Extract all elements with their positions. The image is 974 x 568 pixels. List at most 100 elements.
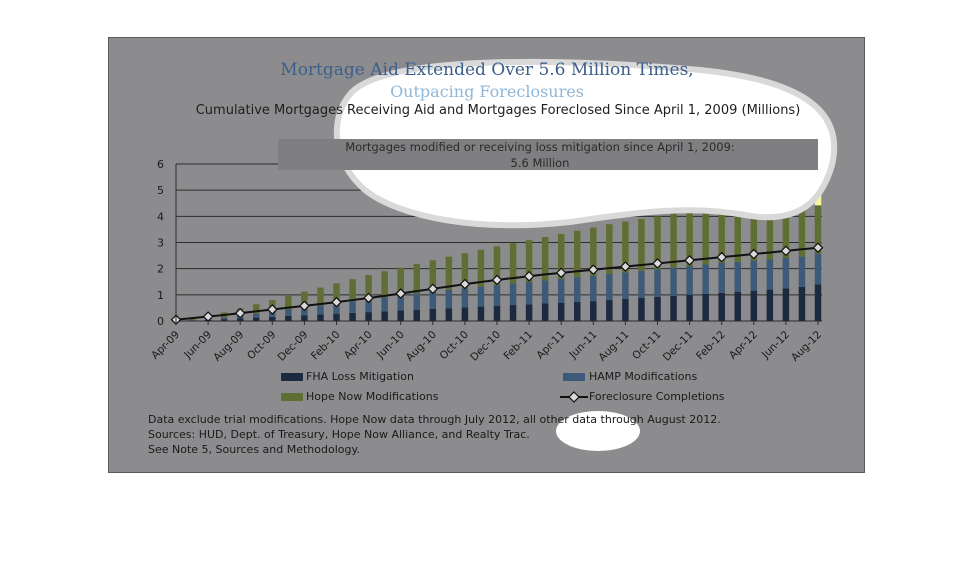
bar-hope-now-modifications	[381, 271, 388, 298]
bar-hope-now-modifications	[397, 267, 404, 296]
legend-swatch-fha	[281, 373, 303, 381]
bar-fha-loss-mitigation	[798, 286, 806, 321]
bar-hamp-modifications	[734, 261, 741, 292]
y-axis: 0 1 2 3 4 5 6	[157, 158, 177, 328]
bar-hamp-modifications	[525, 282, 533, 305]
bar-hamp-modifications	[766, 259, 774, 290]
bar-fha-loss-mitigation	[365, 312, 372, 321]
bar-fha-loss-mitigation	[814, 284, 822, 321]
bar-hamp-modifications	[477, 286, 485, 307]
bar-fha-loss-mitigation	[381, 311, 388, 321]
bar-hamp-modifications	[638, 270, 645, 298]
bar-fha-loss-mitigation	[638, 297, 645, 321]
bar-hamp-modifications	[301, 307, 308, 316]
bar-hope-now-modifications	[445, 256, 453, 290]
bar-hope-now-modifications	[333, 283, 340, 304]
bar-hamp-modifications	[798, 256, 806, 287]
y-tick-label: 4	[157, 210, 164, 223]
bar-fha-loss-mitigation	[333, 313, 340, 321]
bar-fha-loss-mitigation	[509, 305, 517, 321]
note-sources: Sources: HUD, Dept. of Treasury, Hope No…	[148, 428, 530, 441]
bar-hope-now-modifications	[814, 205, 822, 254]
bar-fha-loss-mitigation	[477, 306, 485, 321]
foreclosure-marker	[427, 283, 439, 295]
bar-fha-loss-mitigation	[686, 294, 693, 321]
bar-hamp-modifications	[750, 260, 758, 291]
bar-hope-now-modifications	[349, 279, 356, 302]
bar-hamp-modifications	[702, 264, 709, 294]
bar-hamp-modifications	[413, 293, 420, 310]
bar-fha-loss-mitigation	[734, 291, 741, 321]
foreclosure-marker	[652, 258, 663, 269]
bar-hamp-modifications	[606, 273, 613, 301]
bar-hamp-modifications	[333, 303, 340, 314]
chart-subtitle: Cumulative Mortgages Receiving Aid and M…	[195, 103, 801, 118]
bar-hamp-modifications	[365, 299, 372, 313]
bar-fha-loss-mitigation	[445, 308, 453, 321]
bar-hope-now-modifications	[590, 227, 597, 276]
foreclosure-marker	[234, 307, 246, 319]
legend-swatch-hamp	[563, 373, 585, 381]
foreclosure-marker	[716, 251, 728, 263]
foreclosure-marker	[555, 267, 567, 279]
bar-hope-now-modifications	[477, 249, 485, 287]
bar-fha-loss-mitigation	[236, 318, 244, 321]
foreclosure-marker	[266, 304, 278, 315]
bar-fha-loss-mitigation	[782, 288, 790, 321]
bar-fha-loss-mitigation	[269, 316, 276, 321]
bar-hamp-modifications	[654, 269, 661, 297]
bar-hope-now-modifications	[285, 295, 292, 310]
bar-fha-loss-mitigation	[301, 315, 308, 321]
bar-fha-loss-mitigation	[670, 295, 677, 321]
y-tick-label: 6	[157, 158, 164, 171]
bar-hope-now-modifications	[606, 224, 613, 274]
bar-hamp-modifications	[622, 272, 629, 300]
bar-hope-now-modifications	[750, 208, 758, 261]
bar-hamp-modifications	[574, 277, 581, 302]
foreclosure-marker	[587, 264, 599, 276]
foreclosure-marker	[620, 261, 631, 272]
bar-hamp-modifications	[814, 253, 822, 285]
bar-hope-now-modifications	[253, 304, 260, 314]
bar-hope-now-modifications	[317, 287, 324, 306]
bar-fha-loss-mitigation	[413, 309, 420, 321]
bar-hamp-modifications	[670, 267, 677, 296]
bar-hope-now-modifications	[413, 263, 420, 294]
bar-series	[172, 187, 822, 321]
foreclosure-marker	[491, 274, 503, 286]
bar-fha-loss-mitigation	[606, 300, 613, 321]
bar-hamp-modifications	[718, 262, 725, 293]
bar-hope-now-modifications	[188, 318, 196, 321]
bar-fha-loss-mitigation	[525, 304, 533, 321]
legend-swatch-foreclosure	[560, 391, 588, 403]
bar-hope-now-modifications	[493, 246, 501, 286]
y-tick-label: 3	[157, 237, 164, 250]
bar-fha-loss-mitigation	[590, 301, 597, 321]
bar-hope-now-modifications	[429, 260, 437, 292]
bar-hamp-modifications	[381, 297, 388, 312]
bar-fha-loss-mitigation	[429, 308, 437, 321]
bar-hamp-modifications	[317, 305, 324, 315]
bar-hamp-modifications	[285, 309, 292, 317]
bar-hope-now-modifications	[574, 230, 581, 278]
y-tick-label: 2	[157, 263, 164, 276]
bar-fha-loss-mitigation	[188, 320, 196, 321]
bar-fha-loss-mitigation	[702, 293, 709, 321]
bar-hope-now-modifications	[557, 233, 565, 279]
note-data-exclude: Data exclude trial modifications. Hope N…	[148, 413, 721, 426]
bar-hamp-modifications	[253, 313, 260, 318]
foreclosure-marker	[523, 270, 535, 282]
foreclosure-marker	[331, 296, 342, 308]
bar-hamp-modifications	[541, 280, 549, 304]
foreclosure-marker	[459, 278, 471, 290]
small-white-overlay	[556, 411, 640, 451]
bar-hope-now-modifications	[525, 240, 533, 283]
bar-hamp-modifications	[686, 266, 693, 295]
bar-fha-loss-mitigation	[718, 292, 725, 321]
y-tick-label: 0	[157, 315, 164, 328]
bar-fha-loss-mitigation	[461, 307, 469, 321]
bar-fha-loss-mitigation	[654, 296, 661, 321]
bar-hamp-modifications	[397, 295, 404, 311]
bar-fha-loss-mitigation	[493, 305, 501, 321]
bar-hamp-modifications	[349, 301, 356, 313]
